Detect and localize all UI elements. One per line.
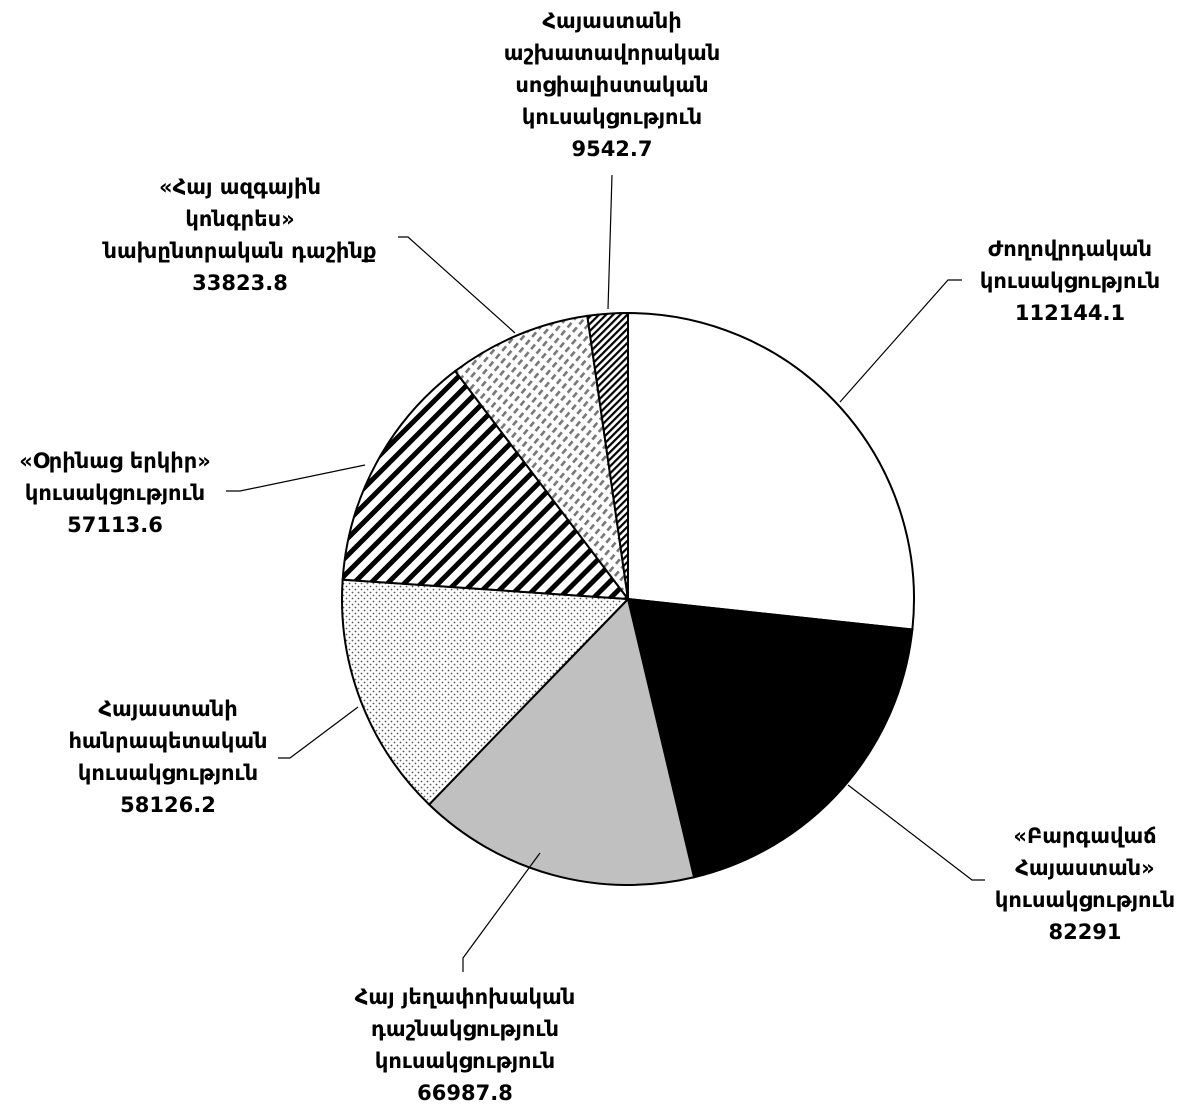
slice-labels: Ժողովրդական կուսակցություն 112144.1 «Բարգավ… (19, 9, 1175, 1105)
slice-value-label: 112144.1 (1015, 301, 1125, 325)
pie-slice (627, 311, 915, 631)
slice-name-label: հանրապետական (68, 729, 267, 753)
leader-line (847, 784, 985, 881)
slice-name-label: Հայաստանի (98, 697, 237, 721)
slice-value-label: 57113.6 (67, 513, 163, 537)
leader-line (607, 174, 613, 310)
slice-name-label: Հայ յեղափոխական (355, 985, 576, 1009)
slice-value-label: 66987.8 (417, 1081, 513, 1105)
slice-name-label: «Բարգավաճ (1013, 824, 1156, 848)
leader-line (462, 852, 541, 972)
slice-name-label: կոնգրես» (185, 207, 294, 231)
slice-name-label: կուսակցություն (25, 481, 205, 505)
slice-value-label: 9542.7 (571, 137, 652, 161)
leader-line (398, 236, 516, 334)
slice-value-label: 82291 (1048, 920, 1121, 944)
slice-value-label: 58126.2 (120, 793, 216, 817)
pie-slice (427, 596, 696, 886)
pie-slice (586, 311, 629, 600)
slice-name-label: կուսակցություն (522, 105, 702, 129)
slice-name-label: Հայաստանի (542, 9, 681, 33)
slice-value-label: 33823.8 (192, 271, 288, 295)
slice-name-label: Ժողովրդական (988, 237, 1152, 261)
leader-line (226, 464, 366, 492)
slice-name-label: «Հայ ազգային (159, 175, 321, 199)
slice-name-label: «Օրինաց երկիր» (19, 449, 211, 473)
pie-slice (341, 578, 631, 806)
slice-name-label: կուսակցություն (375, 1049, 555, 1073)
leader-line (839, 279, 962, 403)
slice-name-label: Հայաստան» (1015, 856, 1154, 880)
pie-slice (626, 597, 914, 879)
slice-name-label: դաշնակցություն (371, 1017, 559, 1041)
leader-line (278, 706, 359, 759)
slice-name-label: նախընտրական դաշինք (101, 239, 376, 263)
pie-slice (341, 369, 631, 601)
slice-name-label: կուսակցություն (980, 269, 1160, 293)
slice-name-label: կուսակցություն (995, 888, 1175, 912)
slice-name-label: սոցիալիստական (515, 73, 708, 97)
pie-slice (453, 314, 630, 603)
slice-name-label: կուսակցություն (78, 761, 258, 785)
slice-name-label: աշխատավորական (504, 41, 721, 65)
leader-lines (226, 174, 985, 972)
pie-slices (341, 311, 915, 886)
